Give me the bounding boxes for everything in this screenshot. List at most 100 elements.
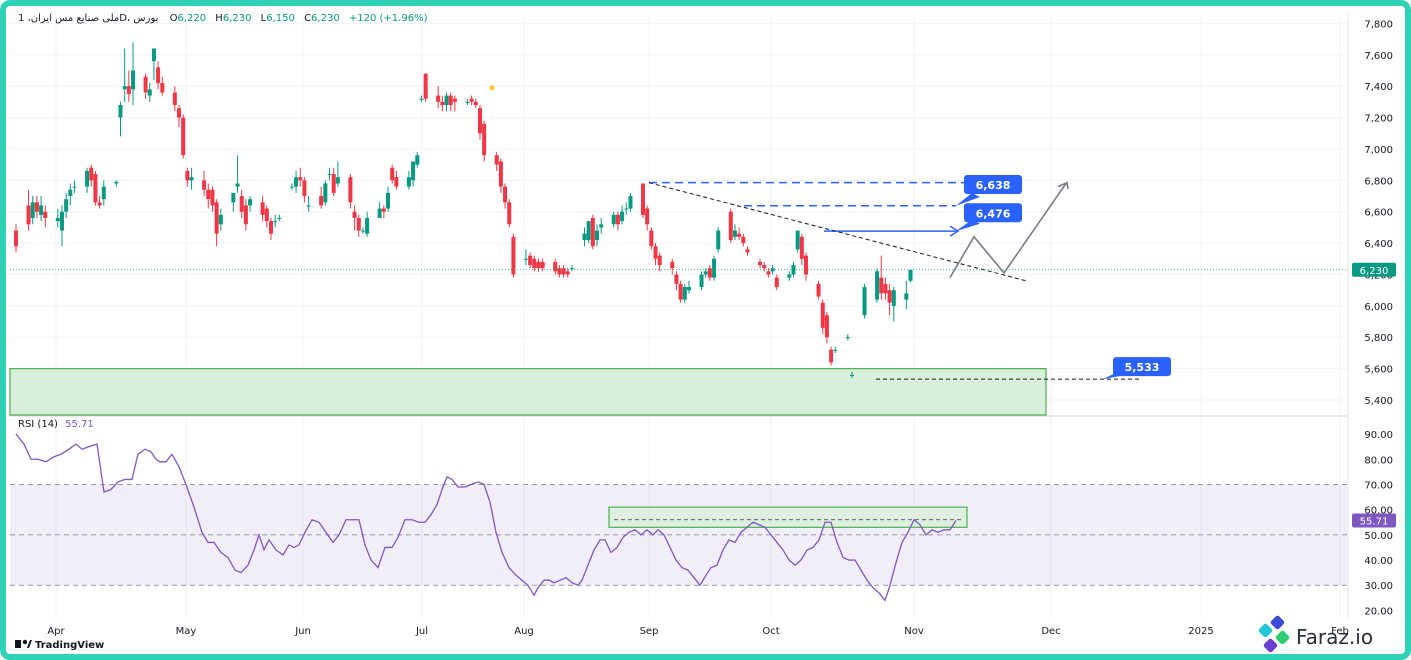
symbol-legend[interactable]: ملی صنایع مس ایران، 1D، بورس O6,220 H6,2… xyxy=(18,13,428,24)
rsi-band-fill xyxy=(10,484,1347,586)
candle-body xyxy=(448,95,453,106)
rsi-last-badge xyxy=(1352,513,1396,528)
candle-body xyxy=(101,186,106,200)
candle-body xyxy=(390,167,395,181)
candle-body xyxy=(202,180,207,190)
candle-body xyxy=(824,315,829,338)
low-value: 6,150 xyxy=(266,13,295,24)
candle-body xyxy=(674,274,679,284)
candle-body xyxy=(277,217,282,219)
candle-body xyxy=(477,108,482,134)
candle-body xyxy=(406,177,411,187)
projection-arrowhead xyxy=(1057,181,1069,190)
annotation-zones xyxy=(9,368,1047,416)
candle-body xyxy=(122,86,127,90)
candle-body xyxy=(147,89,152,96)
candle-body xyxy=(758,261,763,266)
x-tick-label: Apr xyxy=(47,626,65,637)
candle-body xyxy=(260,202,265,215)
candle-body xyxy=(160,83,165,93)
candle-body xyxy=(887,290,892,303)
candle-body xyxy=(185,170,190,181)
y-tick-label: 7,600 xyxy=(1364,51,1393,62)
rsi-y-tick-label: 80.00 xyxy=(1364,455,1393,466)
rsi-y-tick-label: 20.00 xyxy=(1364,606,1393,617)
candle-body xyxy=(850,374,854,376)
candle-body xyxy=(356,217,361,231)
candle-body xyxy=(214,202,219,234)
candle-body xyxy=(473,101,478,106)
candle-body xyxy=(628,196,633,209)
price-axis: Apr May Jun Jul Aug Sep Oct Nov Dec 2025 Feb 7,800 7… xyxy=(47,19,1396,637)
candle-body xyxy=(799,236,804,259)
candle-body xyxy=(55,217,60,222)
y-tick-label: 5,600 xyxy=(1364,365,1393,376)
candle-body xyxy=(72,186,77,188)
x-tick-label: Nov xyxy=(904,626,924,637)
candle-body xyxy=(348,177,353,203)
candle-body xyxy=(699,274,704,288)
faraz-label: Faraz.io xyxy=(1296,625,1373,649)
tradingview-logo[interactable]: TradingView xyxy=(15,639,104,651)
candle-body xyxy=(820,302,825,328)
chart-canvas[interactable]: 6,638 6,476 5,533 Apr May Jun Jul Aug Sep Oct Nov… xyxy=(6,6,1405,654)
rsi-legend[interactable]: RSI (14) 55.71 xyxy=(18,419,94,430)
rsi-value: 55.71 xyxy=(65,419,94,430)
candle-body xyxy=(331,174,336,193)
rsi-y-tick-label: 70.00 xyxy=(1364,480,1393,491)
candle-body xyxy=(43,211,48,218)
event-marker xyxy=(489,85,495,91)
faraz-logo[interactable]: Faraz.io xyxy=(1258,615,1373,654)
candle-body xyxy=(523,258,528,260)
candle-body xyxy=(716,230,721,250)
candle-body xyxy=(670,261,675,269)
candle-body xyxy=(327,174,332,176)
candle-body xyxy=(829,349,834,363)
arrow-6476 xyxy=(949,225,960,237)
candle-body xyxy=(686,287,691,291)
callout-label: 6,638 xyxy=(976,179,1011,192)
rsi-last-label: 55.71 xyxy=(1360,516,1389,527)
candle-body xyxy=(360,230,365,232)
candle-body xyxy=(218,214,223,225)
rsi-y-tick-label: 30.00 xyxy=(1364,581,1393,592)
candle-body xyxy=(762,265,767,269)
candle-body xyxy=(114,181,119,184)
rsi-y-tick-label: 40.00 xyxy=(1364,556,1393,567)
candle-body xyxy=(595,230,600,240)
candle-body xyxy=(239,196,244,212)
candle-body xyxy=(498,161,503,187)
tradingview-icon xyxy=(15,639,32,648)
candle-body xyxy=(469,98,474,102)
x-tick-label: Dec xyxy=(1041,626,1060,637)
candle-body xyxy=(732,230,737,237)
candle-body xyxy=(248,199,253,206)
candlestick-series xyxy=(14,42,913,379)
callout-box xyxy=(1113,357,1171,377)
candle-body xyxy=(268,221,273,234)
candle-body xyxy=(737,233,742,237)
candle-body xyxy=(728,211,733,240)
candle-body xyxy=(908,269,913,281)
candle-body xyxy=(151,48,156,62)
candle-body xyxy=(582,233,587,240)
candle-body xyxy=(386,192,391,209)
y-tick-label: 5,800 xyxy=(1364,333,1393,344)
candle-body xyxy=(678,283,683,300)
candle-body xyxy=(143,76,148,93)
candle-body xyxy=(411,161,416,181)
candle-body xyxy=(503,186,508,203)
candle-body xyxy=(156,67,161,84)
candle-body xyxy=(206,189,211,200)
callout-pointer xyxy=(956,219,980,232)
candle-body xyxy=(657,255,662,266)
candle-body xyxy=(97,202,102,206)
candle-body xyxy=(381,208,386,212)
candle-body xyxy=(774,277,779,288)
candle-body xyxy=(89,167,94,181)
candle-body xyxy=(423,73,428,99)
support-zone xyxy=(9,368,1047,416)
candle-body xyxy=(64,199,69,212)
candle-body xyxy=(419,98,424,100)
